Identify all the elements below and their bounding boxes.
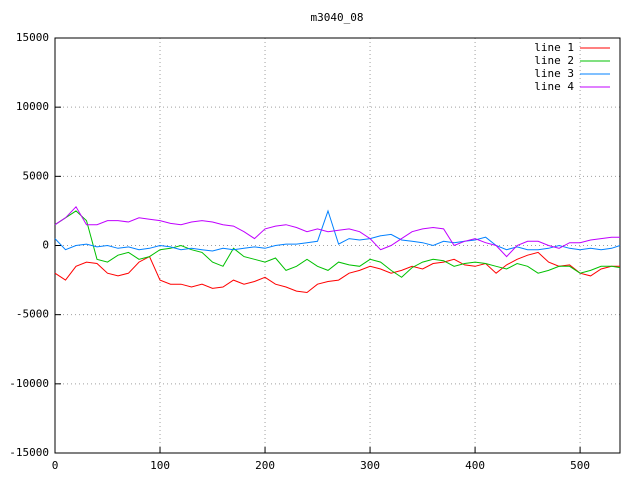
chart-title: m3040_08 <box>311 11 364 24</box>
y-tick-label: 0 <box>42 239 49 252</box>
legend-label: line 4 <box>534 80 574 93</box>
series-line <box>54 205 620 258</box>
x-tick-label: 400 <box>465 459 485 472</box>
y-tick-label: 5000 <box>23 169 50 182</box>
y-tick-label: -15000 <box>9 446 49 459</box>
series-line <box>54 210 621 278</box>
legend-label: line 2 <box>534 54 574 67</box>
y-tick-label: -5000 <box>16 308 49 321</box>
x-tick-label: 0 <box>52 459 59 472</box>
y-tick-label: 15000 <box>16 31 49 44</box>
x-tick-label: 500 <box>570 459 590 472</box>
legend-label: line 1 <box>534 41 574 54</box>
x-tick-label: 300 <box>360 459 380 472</box>
y-tick-label: 10000 <box>16 100 49 113</box>
x-tick-label: 200 <box>255 459 275 472</box>
legend-label: line 3 <box>534 67 574 80</box>
series-line <box>54 209 621 252</box>
x-tick-label: 100 <box>150 459 170 472</box>
y-tick-label: -10000 <box>9 377 49 390</box>
